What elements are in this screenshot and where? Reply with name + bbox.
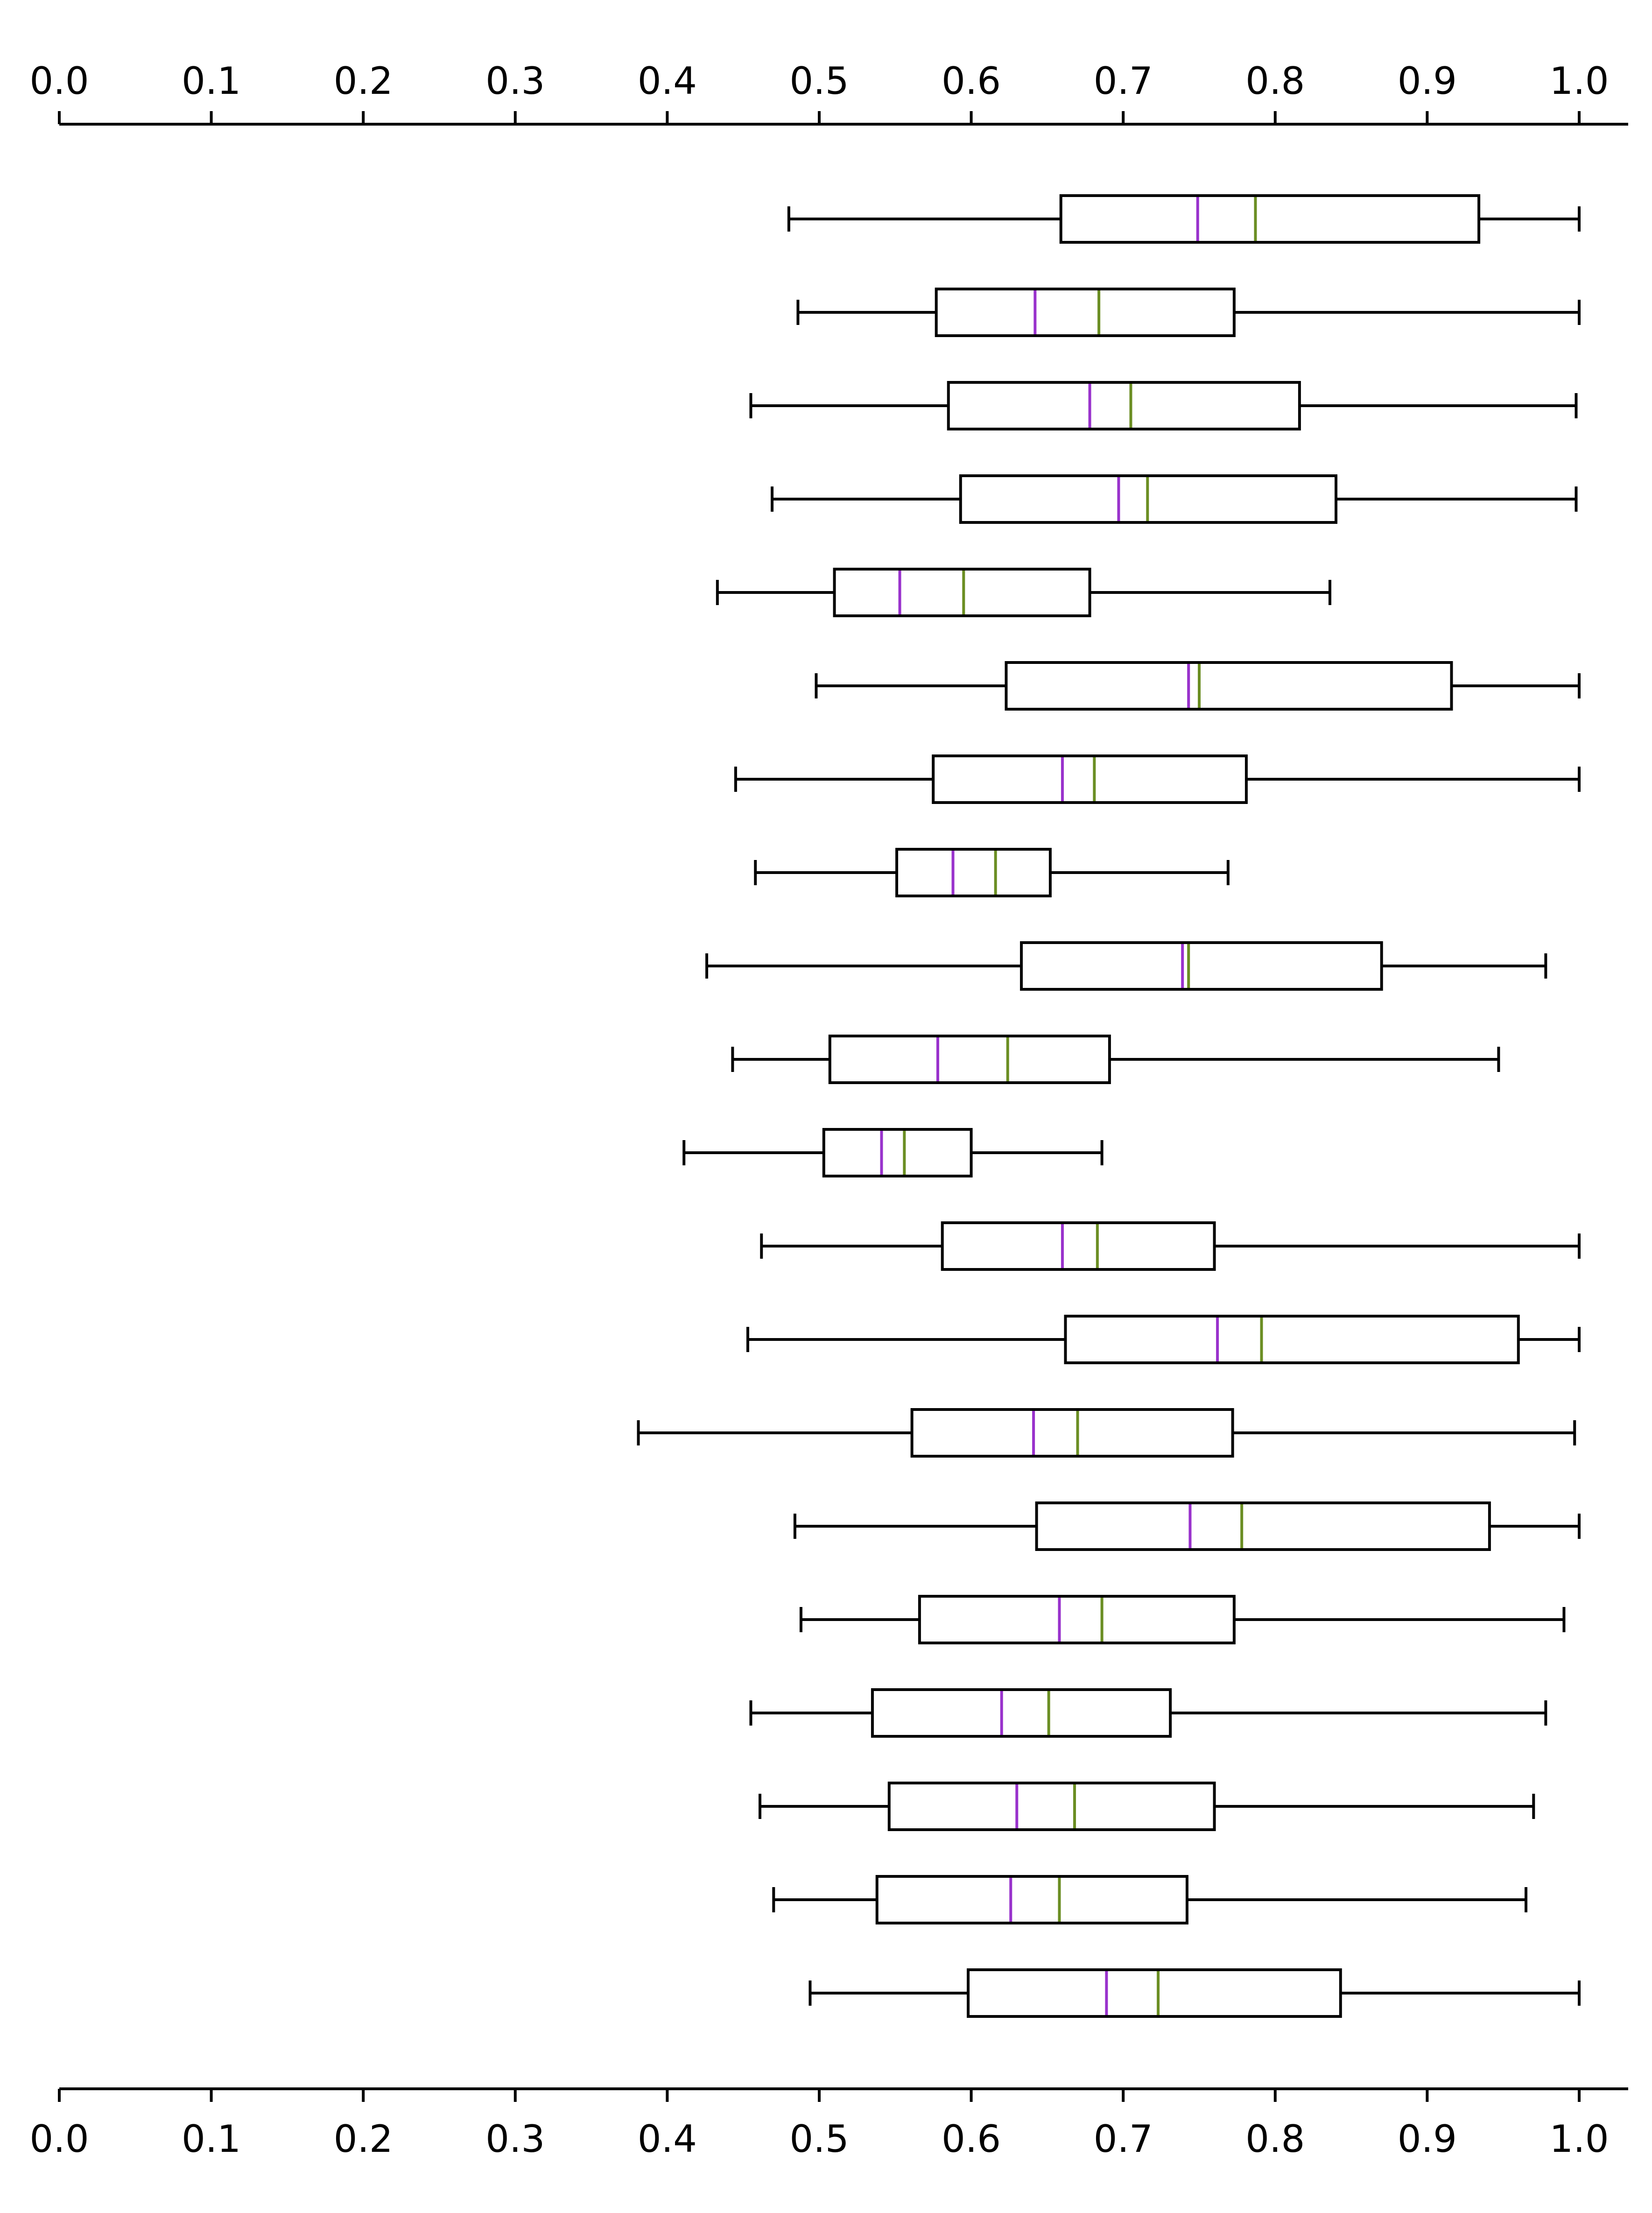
bottom-tick-label: 0.2 <box>334 2117 393 2161</box>
top-tick-label: 0.7 <box>1094 59 1153 103</box>
box-5 <box>716 568 1332 617</box>
top-tick-label: 0.3 <box>485 59 545 103</box>
box-9 <box>705 941 1547 991</box>
bottom-x-axis: 0.0 0.1 0.2 0.3 0.4 0.5 0.6 0.7 0.8 0.9 1.0 <box>29 2087 1628 2161</box>
box-20 <box>808 1968 1581 2018</box>
bottom-tick-label: 0.0 <box>29 2117 89 2161</box>
top-x-axis: 0.0 0.1 0.2 0.3 0.4 0.5 0.6 0.7 0.8 0.9 1.0 <box>29 59 1628 126</box>
interquartile-box <box>822 1128 973 1177</box>
interquartile-box <box>947 381 1301 430</box>
interquartile-box <box>1020 941 1383 991</box>
box-15 <box>793 1501 1581 1551</box>
interquartile-box <box>941 1221 1216 1271</box>
bottom-tick-label: 1.0 <box>1549 2117 1609 2161</box>
interquartile-box <box>910 1408 1234 1458</box>
top-tick-label: 0.1 <box>182 59 241 103</box>
top-tick-label: 0.8 <box>1245 59 1305 103</box>
interquartile-box <box>935 288 1236 337</box>
interquartile-box <box>833 568 1091 617</box>
interquartile-box <box>918 1595 1236 1644</box>
bottom-tick-label: 0.6 <box>942 2117 1001 2161</box>
box-18 <box>759 1782 1535 1831</box>
box-17 <box>749 1688 1547 1738</box>
box-6 <box>815 661 1581 711</box>
interquartile-box <box>959 474 1338 524</box>
top-tick-label: 0.6 <box>942 59 1001 103</box>
box-16 <box>799 1595 1566 1644</box>
box-10 <box>731 1035 1500 1084</box>
top-tick-label: 0.2 <box>334 59 393 103</box>
bottom-tick-label: 0.8 <box>1245 2117 1305 2161</box>
box-7 <box>734 754 1581 804</box>
top-tick-label: 0.4 <box>638 59 697 103</box>
box-12 <box>760 1221 1581 1271</box>
box-2 <box>796 288 1581 337</box>
interquartile-box <box>828 1035 1111 1084</box>
top-tick-label: 1.0 <box>1549 59 1609 103</box>
interquartile-box <box>1064 1315 1520 1364</box>
box-series <box>637 194 1581 2018</box>
interquartile-box <box>887 1782 1216 1831</box>
box-14 <box>637 1408 1576 1458</box>
box-13 <box>746 1315 1581 1364</box>
interquartile-box <box>1059 194 1481 244</box>
box-19 <box>772 1875 1528 1924</box>
bottom-tick-label: 0.4 <box>638 2117 697 2161</box>
interquartile-box <box>1035 1501 1491 1551</box>
interquartile-box <box>1005 661 1453 711</box>
bottom-tick-label: 0.9 <box>1398 2117 1457 2161</box>
box-8 <box>754 848 1230 897</box>
top-tick-label: 0.9 <box>1398 59 1457 103</box>
interquartile-box <box>875 1875 1188 1924</box>
interquartile-box <box>932 754 1248 804</box>
top-tick-label: 0.0 <box>29 59 89 103</box>
interquartile-box <box>895 848 1052 897</box>
bottom-tick-label: 0.7 <box>1094 2117 1153 2161</box>
bottom-tick-label: 0.1 <box>182 2117 241 2161</box>
box-4 <box>771 474 1578 524</box>
bottom-tick-label: 0.3 <box>485 2117 545 2161</box>
bottom-tick-label: 0.5 <box>789 2117 849 2161</box>
box-3 <box>749 381 1578 430</box>
interquartile-box <box>967 1968 1342 2018</box>
interquartile-box <box>871 1688 1172 1738</box>
box-1 <box>787 194 1581 244</box>
box-11 <box>682 1128 1104 1177</box>
top-tick-label: 0.5 <box>789 59 849 103</box>
